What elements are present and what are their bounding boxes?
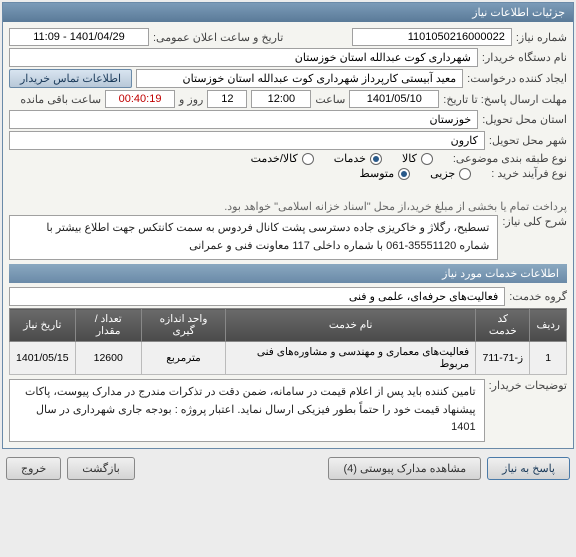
col-date: تاریخ نیاز [10,309,76,342]
panel-body: شماره نیاز: 1101050216000022 تاریخ و ساع… [3,22,573,448]
buyer-value: شهرداری کوت عبدالله استان خوزستان [9,48,478,67]
buyer-notes-text: تامین کننده باید پس از اعلام قیمت در سام… [9,379,485,442]
province-value: خوزستان [9,110,478,129]
contact-buyer-button[interactable]: اطلاعات تماس خریدار [9,69,132,88]
deadline-date: 1401/05/10 [349,90,439,108]
col-row: ردیف [530,309,567,342]
cell-unit: مترمربع [141,342,225,375]
process-minor-radio[interactable]: جزیی [430,167,471,180]
need-number-value: 1101050216000022 [352,28,512,46]
type-service-label: خدمات [334,152,366,165]
desc-text: تسطیح، رگلاژ و خاکریزی جاده دسترسی پشت ک… [9,215,498,260]
type-both-radio[interactable]: کالا/خدمت [251,152,314,165]
deadline-time: 12:00 [251,90,311,108]
creator-label: ایجاد کننده درخواست: [467,72,567,85]
back-button[interactable]: بازگشت [67,457,135,480]
process-note: پرداخت تمام یا بخشی از مبلغ خرید،از محل … [224,200,567,213]
province-row: استان محل تحویل: خوزستان [9,110,567,129]
footer-buttons: پاسخ به نیاز مشاهده مدارک پیوستی (4) باز… [0,451,576,486]
radio-icon [459,168,471,180]
respond-button[interactable]: پاسخ به نیاز [487,457,570,480]
table-row[interactable]: 1 ز-71-711 فعالیت‌های معماری و مهندسی و … [10,342,567,375]
deadline-days: 12 [207,90,247,108]
services-table: ردیف کد خدمت نام خدمت واحد اندازه گیری ت… [9,308,567,375]
radio-icon [421,153,433,165]
type-goods-radio[interactable]: کالا [402,152,433,165]
service-group-row: گروه خدمت: فعالیت‌های حرفه‌ای، علمی و فن… [9,287,567,306]
cell-idx: 1 [530,342,567,375]
col-code: کد خدمت [476,309,530,342]
attachments-button[interactable]: مشاهده مدارک پیوستی (4) [328,457,481,480]
radio-icon [398,168,410,180]
city-label: شهر محل تحویل: [489,134,567,147]
remain-label: ساعت باقی مانده [20,93,101,106]
panel-title: جزئیات اطلاعات نیاز [3,3,573,22]
exit-button[interactable]: خروج [6,457,61,480]
cell-date: 1401/05/15 [10,342,76,375]
buyer-label: نام دستگاه خریدار: [482,51,567,64]
cell-name: فعالیت‌های معماری و مهندسی و مشاوره‌های … [226,342,476,375]
process-medium-label: متوسط [360,167,395,180]
need-number-label: شماره نیاز: [516,31,567,44]
radio-icon [370,153,382,165]
cell-qty: 12600 [75,342,141,375]
type-service-radio[interactable]: خدمات [334,152,382,165]
desc-label: شرح کلی نیاز: [502,215,567,228]
process-minor-label: جزیی [430,167,455,180]
type-both-label: کالا/خدمت [251,152,298,165]
col-name: نام خدمت [226,309,476,342]
type-label: نوع طبقه بندی موضوعی: [453,152,567,165]
attachments-count: (4) [343,463,356,475]
process-row: نوع فرآیند خرید : جزیی متوسط پرداخت تمام… [9,167,567,213]
services-header: اطلاعات خدمات مورد نیاز [9,264,567,283]
process-label: نوع فرآیند خرید : [491,167,567,180]
group-label: گروه خدمت: [509,290,567,303]
table-header-row: ردیف کد خدمت نام خدمت واحد اندازه گیری ت… [10,309,567,342]
type-goods-label: کالا [402,152,417,165]
province-label: استان محل تحویل: [482,113,567,126]
process-medium-radio[interactable]: متوسط [360,167,411,180]
city-row: شهر محل تحویل: کارون [9,131,567,150]
type-row: نوع طبقه بندی موضوعی: کالا خدمات کالا/خد… [9,152,567,165]
day-label: روز و [179,93,203,106]
announce-label: تاریخ و ساعت اعلان عمومی: [153,31,283,44]
creator-row: ایجاد کننده درخواست: معید آبیستی کارپردا… [9,69,567,88]
buyer-row: نام دستگاه خریدار: شهرداری کوت عبدالله ا… [9,48,567,67]
city-value: کارون [9,131,485,150]
announce-value: 1401/04/29 - 11:09 [9,28,149,46]
deadline-row: مهلت ارسال پاسخ: تا تاریخ: 1401/05/10 سا… [9,90,567,108]
radio-icon [302,153,314,165]
desc-row: شرح کلی نیاز: تسطیح، رگلاژ و خاکریزی جاد… [9,215,567,260]
need-info-panel: جزئیات اطلاعات نیاز شماره نیاز: 11010502… [2,2,574,449]
attachments-label: مشاهده مدارک پیوستی [360,463,466,475]
buyer-notes-row: توضیحات خریدار: تامین کننده باید پس از ا… [9,379,567,442]
deadline-label: مهلت ارسال پاسخ: تا تاریخ: [443,93,567,106]
time-label: ساعت [315,93,345,106]
group-value: فعالیت‌های حرفه‌ای، علمی و فنی [9,287,505,306]
buyer-notes-label: توضیحات خریدار: [489,379,567,392]
cell-code: ز-71-711 [476,342,530,375]
creator-value: معید آبیستی کارپرداز شهرداری کوت عبدالله… [136,69,463,88]
col-qty: تعداد / مقدار [75,309,141,342]
need-number-row: شماره نیاز: 1101050216000022 تاریخ و ساع… [9,28,567,46]
col-unit: واحد اندازه گیری [141,309,225,342]
countdown-value: 00:40:19 [105,90,175,108]
